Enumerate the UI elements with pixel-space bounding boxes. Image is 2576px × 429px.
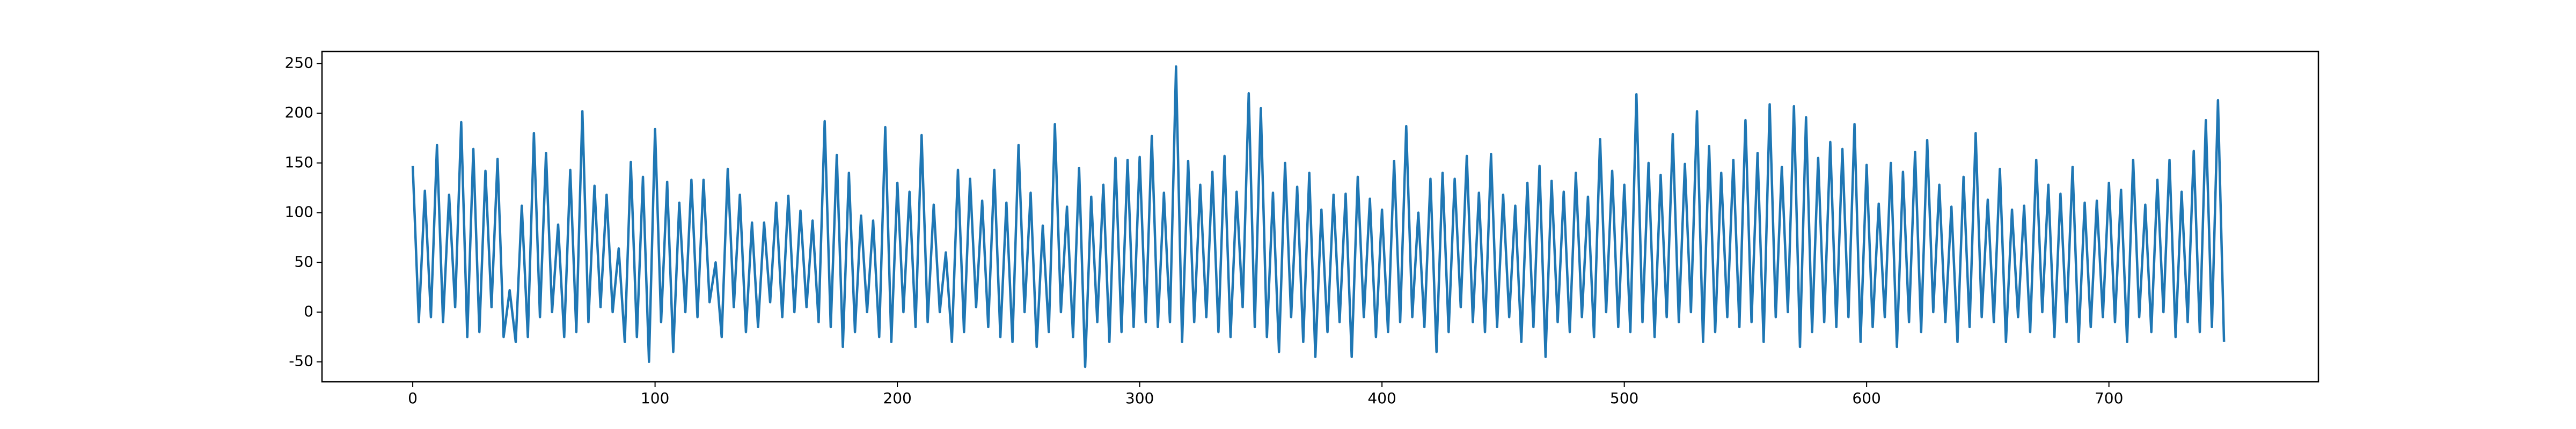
y-tick-label: 50	[294, 253, 313, 270]
x-tick-label: 400	[1367, 389, 1396, 407]
x-tick-label: 300	[1125, 389, 1154, 407]
x-tick-label: 100	[641, 389, 669, 407]
data-line	[411, 65, 2226, 368]
x-tick-label: 0	[408, 389, 418, 407]
y-tick-label: 250	[285, 54, 313, 71]
x-tick-label: 500	[1610, 389, 1638, 407]
y-tick-label: -50	[289, 352, 313, 370]
y-tick-label: 100	[285, 203, 313, 221]
y-tick-label: 200	[285, 103, 313, 121]
y-tick-label: 150	[285, 153, 313, 171]
plot-frame	[321, 50, 2319, 383]
x-tick-label: 200	[883, 389, 911, 407]
x-tick-label: 700	[2095, 389, 2123, 407]
y-tick-label: 0	[304, 302, 313, 320]
x-tick-label: 600	[1852, 389, 1880, 407]
